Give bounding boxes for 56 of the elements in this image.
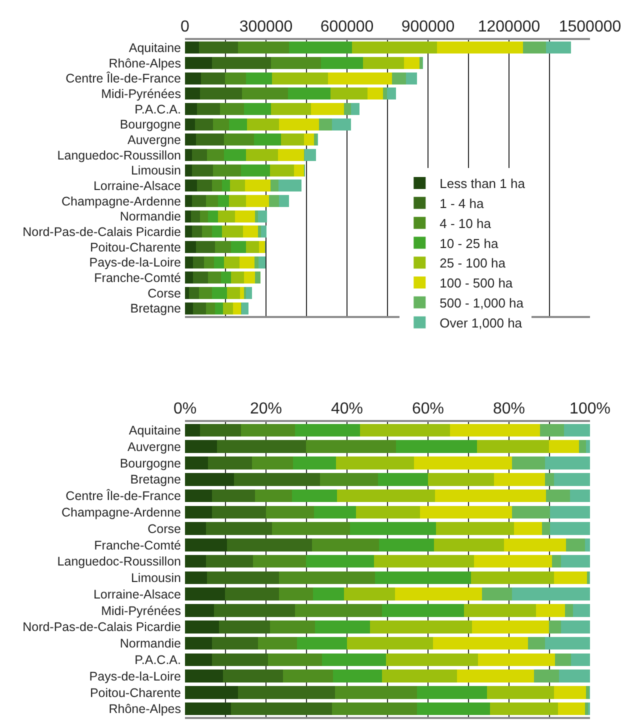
y-tick-label: Bretagne [130, 472, 182, 487]
y-tick-label: Franche-Comté [94, 271, 182, 286]
y-tick-label: Corse [148, 522, 182, 536]
y-tick-label: Aquitaine [128, 424, 182, 438]
y-tick-label: Pays-de-la-Loire [89, 256, 182, 270]
y-tick-label: Limousin [130, 571, 182, 586]
y-tick-label: Languedoc-Roussillon [57, 554, 182, 569]
legend-label: 1 - 4 ha [440, 196, 485, 211]
y-tick-label: Normandie [120, 210, 182, 224]
legend-label: 25 - 100 ha [440, 256, 506, 271]
x-tick-label: 300000 [239, 18, 293, 36]
y-tick-label: Nord-Pas-de-Calais Picardie [22, 620, 182, 634]
x-tick-label: 0% [173, 400, 197, 418]
y-tick-label: P.A.C.A. [134, 102, 181, 116]
y-tick-label: Corse [148, 286, 182, 300]
y-tick-label: Rhône-Alpes [108, 702, 181, 716]
y-tick-label: Bourgogne [120, 456, 182, 470]
x-tick-label: 60% [412, 400, 444, 418]
y-tick-label: Aquitaine [128, 41, 182, 56]
y-tick-label: Languedoc-Roussillon [57, 148, 182, 162]
y-tick-label: Poitou-Charente [90, 240, 182, 254]
x-tick-label: 1200000 [478, 18, 540, 36]
y-tick-label: Poitou-Charente [90, 686, 182, 700]
legend-label: 500 - 1,000 ha [440, 296, 524, 310]
y-tick-label: Champagne-Ardenne [61, 506, 182, 520]
x-tick-label: 100% [570, 400, 610, 418]
y-tick-label: Nord-Pas-de-Calais Picardie [22, 225, 182, 240]
legend-label: Over 1,000 ha [440, 315, 523, 330]
y-tick-label: Lorraine-Alsace [93, 587, 182, 602]
x-tick-label: 900000 [401, 18, 455, 36]
x-tick-label: 80% [492, 400, 526, 418]
y-tick-label: Midi-Pyrénées [101, 87, 181, 102]
legend-label: Less than 1 ha [440, 176, 526, 192]
x-tick-label: 1500000 [558, 18, 622, 36]
y-tick-label: Bretagne [130, 302, 182, 316]
y-tick-label: Bourgogne [120, 118, 182, 132]
y-tick-label: P.A.C.A. [134, 653, 181, 668]
y-tick-label: Pays-de-la-Loire [89, 669, 182, 684]
x-tick-label: 40% [330, 400, 364, 418]
x-tick-label: 20% [250, 400, 282, 418]
x-tick-label: 0 [180, 18, 190, 36]
y-tick-label: Normandie [120, 636, 182, 651]
y-tick-label: Centre Île-de-France [66, 72, 182, 86]
y-tick-label: Auvergne [127, 440, 182, 454]
y-tick-label: Auvergne [127, 133, 182, 148]
x-tick-label: 600000 [320, 18, 374, 36]
y-tick-label: Champagne-Ardenne [61, 194, 182, 208]
y-tick-label: Franche-Comté [94, 538, 182, 552]
y-tick-label: Rhône-Alpes [108, 56, 181, 70]
legend-label: 100 - 500 ha [440, 276, 514, 291]
legend-label: 4 - 10 ha [440, 216, 492, 231]
y-tick-label: Limousin [130, 164, 182, 178]
legend-label: 10 - 25 ha [440, 236, 499, 251]
y-tick-label: Midi-Pyrénées [101, 604, 181, 618]
y-tick-label: Centre Île-de-France [66, 489, 182, 504]
y-tick-label: Lorraine-Alsace [93, 179, 182, 194]
